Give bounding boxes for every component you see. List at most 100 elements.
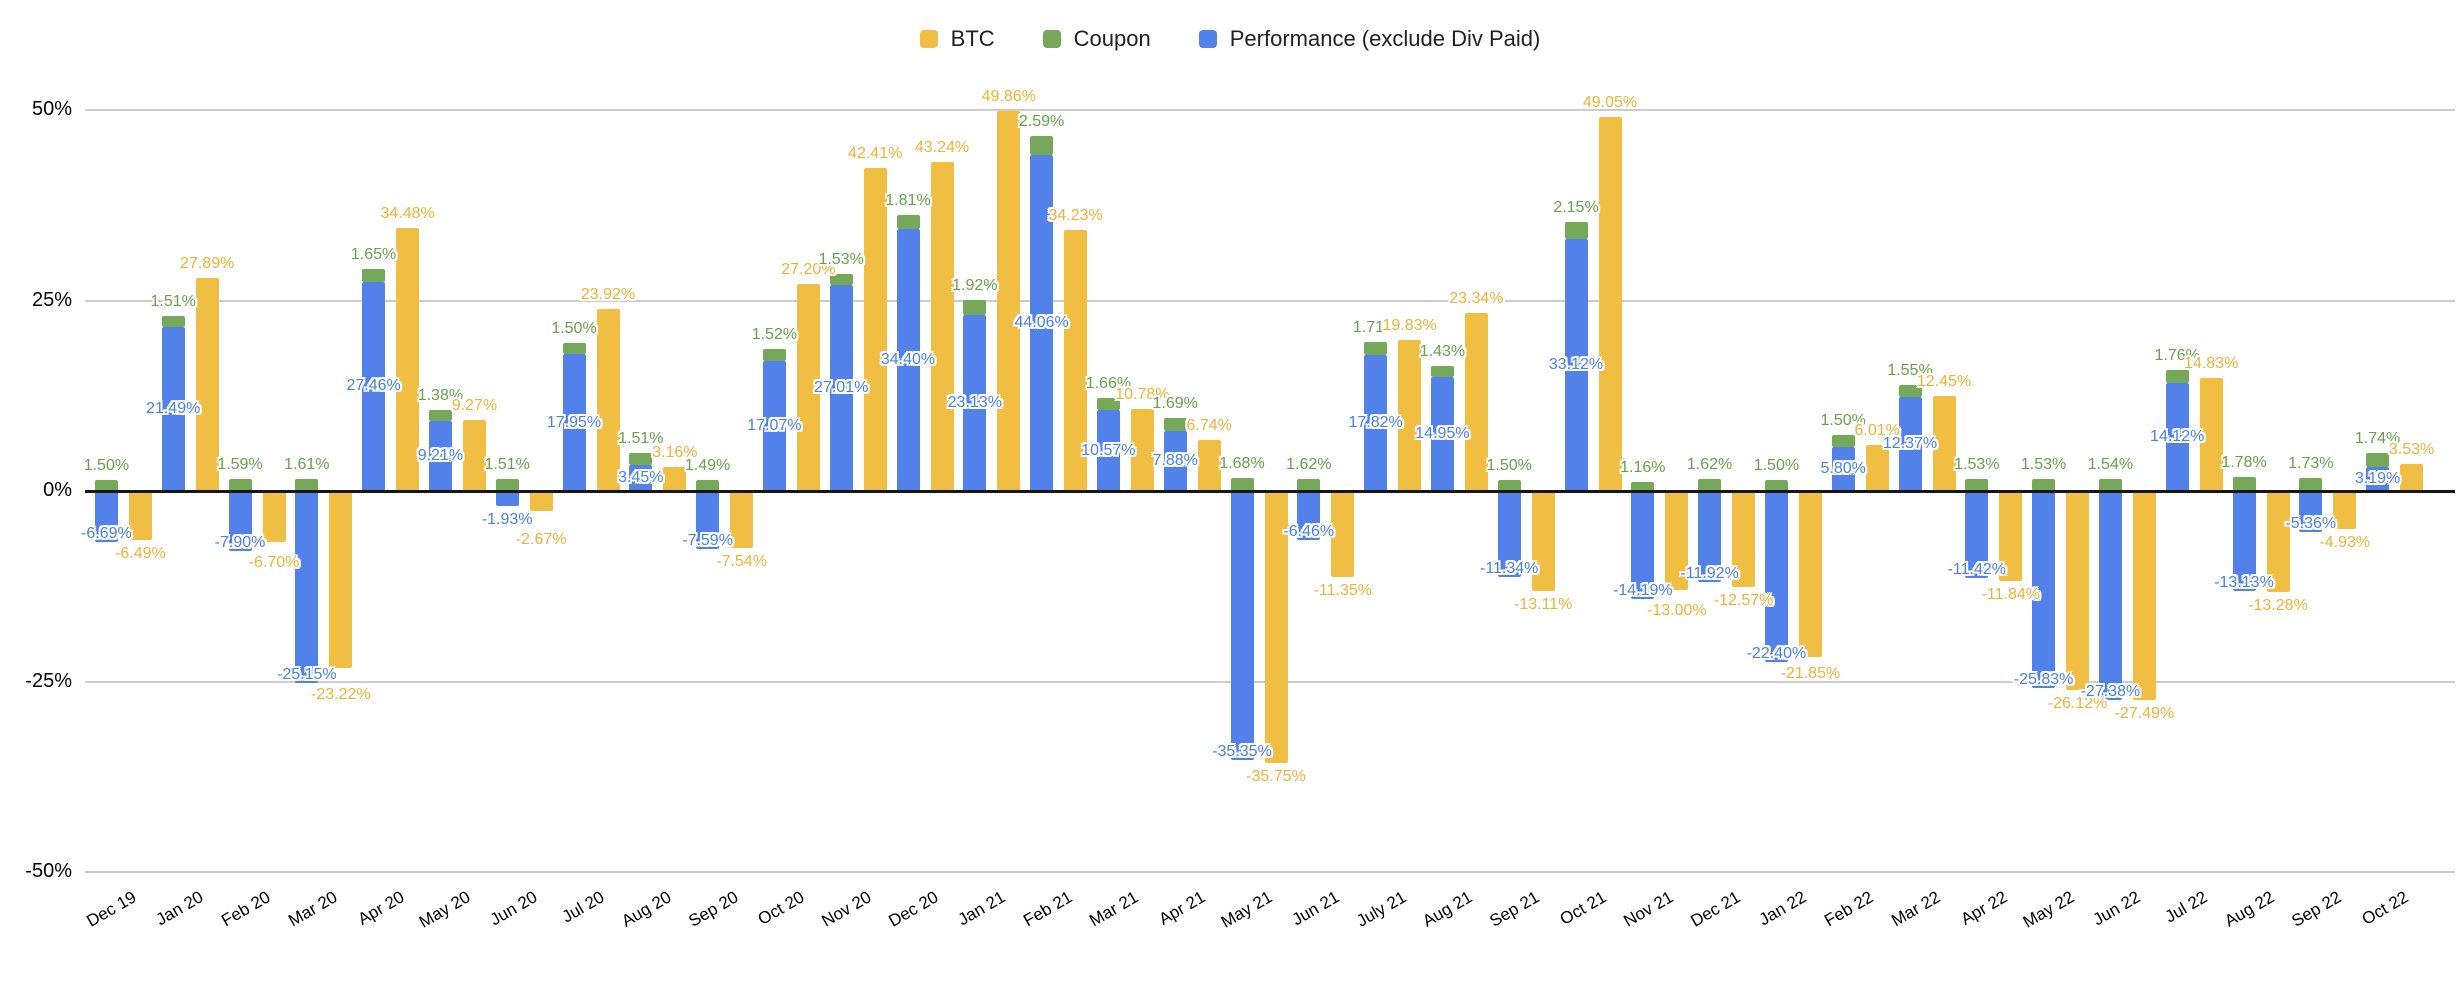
bar-performance: [2032, 491, 2056, 688]
data-label-performance: 34.40%: [880, 350, 936, 368]
data-label-btc: 27.20%: [781, 260, 836, 278]
y-tick-label: 25%: [31, 288, 72, 311]
legend-label-performance: Performance (exclude Div Paid): [1229, 26, 1541, 51]
bar-performance: [762, 360, 786, 491]
bar-coupon: [896, 215, 920, 229]
data-label-performance: 7.88%: [1152, 451, 1198, 469]
bar-coupon: [1698, 478, 1722, 491]
data-label-performance: 10.57%: [1081, 441, 1136, 459]
data-label-coupon: 1.53%: [818, 250, 864, 268]
data-label-performance: -35.35%: [1212, 743, 1272, 761]
data-label-btc: 3.16%: [652, 443, 698, 461]
data-label-btc: 14.83%: [2184, 354, 2239, 372]
bar-performance: [829, 285, 853, 491]
bar-coupon: [428, 410, 452, 421]
legend-item-performance: Performance (exclude Div Paid): [1198, 26, 1541, 52]
data-label-coupon: 1.69%: [1152, 395, 1198, 413]
y-tick-label: -25%: [25, 669, 72, 692]
bar-performance: [1831, 446, 1855, 491]
data-label-performance: -11.92%: [1680, 564, 1739, 582]
data-label-btc: 19.83%: [1382, 316, 1437, 334]
data-label-btc: 34.48%: [380, 205, 435, 223]
data-label-coupon: 1.78%: [2221, 454, 2267, 472]
bar-chart-screenshot: { "chart_data": { "type": "bar", "title"…: [25, 26, 2455, 932]
bar-btc: [1932, 396, 1956, 491]
bar-btc: [1130, 408, 1154, 491]
bar-coupon: [1030, 135, 1054, 156]
data-label-performance: -7.59%: [682, 531, 733, 549]
data-label-btc: 12.45%: [1916, 373, 1972, 391]
data-label-coupon: 1.51%: [484, 456, 530, 474]
bar-performance: [629, 464, 653, 491]
bar-btc: [2199, 377, 2223, 491]
bar-btc: [930, 161, 954, 491]
bar-btc: [262, 491, 286, 543]
data-label-coupon: 1.68%: [1219, 455, 1265, 473]
bar-btc: [596, 308, 620, 491]
bar-coupon: [963, 300, 987, 315]
bar-btc: [1598, 117, 1622, 491]
bar-performance: [2299, 491, 2323, 532]
legend-swatch-btc: [919, 30, 938, 48]
bar-coupon: [1430, 366, 1454, 378]
data-label-coupon: 1.65%: [350, 246, 397, 264]
zero-axis-line: [85, 489, 2455, 493]
data-label-performance: 17.07%: [747, 416, 802, 434]
data-label-coupon: 1.49%: [684, 456, 731, 474]
data-label-performance: 3.19%: [2354, 469, 2401, 487]
data-label-coupon: 1.53%: [2020, 456, 2067, 474]
y-tick-label: -50%: [25, 860, 72, 882]
bar-btc: [796, 283, 820, 491]
data-label-btc: -11.35%: [1313, 582, 1372, 600]
bar-coupon: [1364, 342, 1388, 356]
bar-performance: [428, 420, 452, 491]
data-label-btc: -35.75%: [1246, 768, 1306, 786]
data-label-performance: 27.46%: [346, 377, 401, 395]
bar-performance: [1631, 491, 1655, 600]
data-label-coupon: 1.50%: [1753, 456, 1800, 474]
bar-coupon: [2032, 479, 2056, 491]
bar-performance: [1430, 377, 1454, 491]
bar-coupon: [2299, 477, 2323, 491]
bar-performance: [228, 491, 252, 552]
bar-coupon: [1096, 397, 1120, 411]
bar-btc: [730, 491, 754, 549]
bar-performance: [1764, 491, 1788, 662]
bar-performance: [1163, 430, 1187, 491]
data-label-performance: -27.38%: [2080, 682, 2141, 700]
data-label-performance: -5.36%: [2285, 514, 2337, 532]
data-label-btc: 6.74%: [1186, 416, 1232, 434]
bar-performance: [1364, 355, 1388, 491]
bar-btc: [2266, 491, 2290, 593]
bar-coupon: [1764, 479, 1788, 491]
data-label-coupon: 1.52%: [751, 326, 798, 344]
data-label-btc: -23.22%: [311, 685, 371, 703]
bar-performance: [696, 491, 720, 549]
data-label-performance: 9.21%: [417, 446, 464, 464]
data-label-btc: -12.57%: [1713, 591, 1774, 609]
bar-performance: [295, 491, 319, 683]
data-label-btc: 10.78%: [1115, 385, 1170, 403]
y-tick-label: 0%: [43, 479, 72, 501]
data-label-coupon: 1.51%: [618, 430, 664, 448]
data-label-coupon: 1.62%: [1286, 455, 1332, 473]
bar-btc: [1331, 491, 1355, 578]
bar-performance: [562, 354, 586, 491]
data-label-performance: 23.13%: [947, 393, 1002, 411]
bar-performance: [1297, 491, 1321, 541]
data-label-btc: -4.93%: [2319, 533, 2371, 551]
bar-performance: [1698, 491, 1722, 582]
data-label-performance: 5.80%: [1820, 459, 1866, 477]
bar-coupon: [762, 349, 786, 361]
bar-btc: [1999, 491, 2023, 582]
bar-performance: [362, 281, 386, 491]
bar-coupon: [1564, 222, 1588, 239]
bar-coupon: [1297, 478, 1321, 491]
data-label-btc: -6.70%: [248, 554, 300, 572]
data-label-coupon: 1.81%: [885, 192, 931, 210]
data-label-coupon: 1.55%: [1887, 361, 1933, 379]
legend-swatch-performance: [1198, 30, 1217, 48]
bar-coupon: [829, 273, 853, 286]
bar-coupon: [2098, 479, 2122, 491]
data-label-coupon: 1.43%: [1419, 343, 1466, 361]
